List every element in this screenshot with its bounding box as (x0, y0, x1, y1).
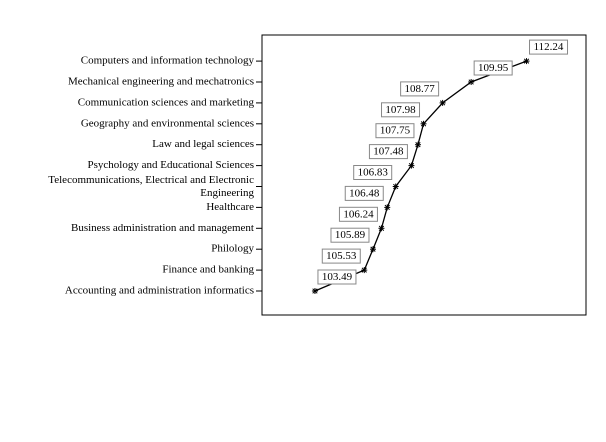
value-label: 112.24 (534, 41, 564, 53)
data-line (314, 60, 527, 292)
marker-stroke (393, 183, 399, 190)
marker-stroke (312, 288, 318, 294)
data-point (523, 58, 530, 65)
y-tick-label: Mechanical engineering and mechatronics (68, 76, 254, 88)
marker-stroke (415, 142, 421, 148)
plot-frame (261, 34, 587, 316)
value-label-box (344, 185, 384, 201)
data-point (420, 120, 427, 127)
value-label: 105.89 (335, 229, 366, 241)
value-label-box (317, 269, 357, 285)
value-label: 107.48 (373, 146, 404, 158)
marker-stroke (420, 121, 427, 127)
data-point (361, 267, 368, 274)
y-tick-label: Telecommunications, Electrical and Elect… (48, 174, 254, 199)
data-point (468, 79, 475, 85)
value-label-box (353, 165, 393, 180)
marker-stroke (378, 225, 385, 231)
data-point (408, 162, 415, 169)
y-tick-label: Communication sciences and marketing (78, 96, 255, 108)
y-tick-label: Law and legal sciences (152, 138, 254, 150)
data-point (439, 99, 446, 106)
y-tick-label: Accounting and administration informatic… (65, 285, 254, 297)
y-tick-label: Psychology and Educational Sciences (88, 159, 255, 171)
data-point (311, 288, 318, 294)
value-label: 109.95 (478, 62, 509, 74)
y-tick-label: Computers and information technology (81, 55, 255, 67)
data-point (392, 183, 399, 190)
value-label: 106.48 (349, 187, 380, 199)
value-label: 107.98 (385, 104, 416, 116)
data-point (414, 141, 421, 148)
marker-stroke (361, 267, 367, 273)
value-label-box (400, 81, 440, 97)
y-tick-label: Business administration and management (71, 222, 254, 234)
value-label-box (321, 248, 361, 264)
value-label-box (529, 39, 569, 55)
value-label: 107.75 (380, 125, 411, 137)
value-label-box (338, 206, 378, 222)
value-label-box (375, 123, 415, 139)
value-label: 106.24 (343, 208, 374, 220)
value-label-box (330, 227, 370, 243)
marker-stroke (439, 100, 446, 106)
marker-stroke (523, 58, 530, 64)
marker-stroke (408, 162, 415, 169)
y-tick-label: Geography and environmental sciences (81, 117, 254, 129)
marker-stroke (468, 79, 474, 85)
data-point (369, 246, 376, 253)
value-label: 106.83 (358, 167, 389, 179)
y-tick-label: Finance and banking (162, 264, 254, 276)
value-label: 105.53 (326, 250, 357, 262)
marker-stroke (384, 204, 390, 211)
data-point (384, 204, 391, 211)
value-label-box (368, 144, 408, 160)
value-label: 108.77 (404, 83, 435, 95)
value-label: 103.49 (322, 271, 353, 283)
y-tick-label: Healthcare (206, 201, 254, 213)
value-label-box (473, 60, 513, 76)
marker-stroke (370, 246, 376, 252)
value-label-box (381, 102, 421, 118)
data-point (378, 225, 385, 232)
y-tick-label: Philology (211, 243, 254, 255)
